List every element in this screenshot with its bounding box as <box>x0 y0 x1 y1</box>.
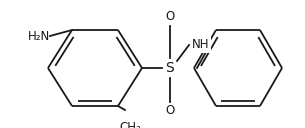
Text: CH₃: CH₃ <box>119 121 141 128</box>
Text: O: O <box>165 104 175 118</box>
Text: NH: NH <box>192 39 210 51</box>
Text: S: S <box>166 61 174 75</box>
Text: O: O <box>165 10 175 24</box>
Text: H₂N: H₂N <box>28 29 50 42</box>
